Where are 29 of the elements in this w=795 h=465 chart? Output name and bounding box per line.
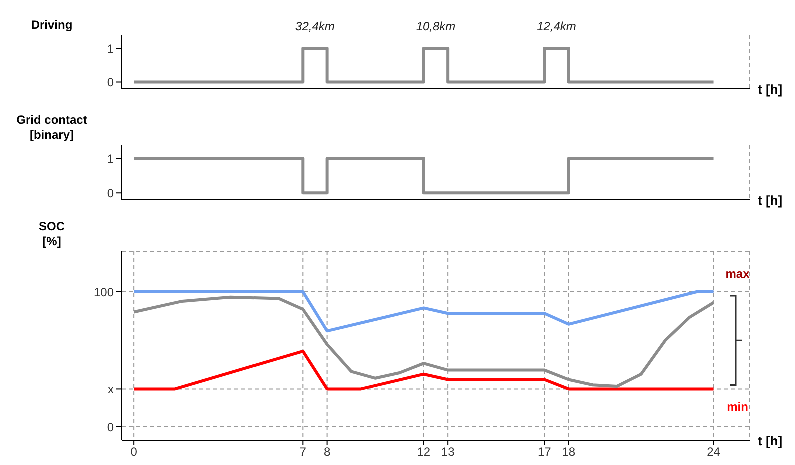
annotation: 32,4km: [296, 20, 335, 34]
x-tick-label: 8: [324, 445, 331, 460]
y-tick-label: 1: [107, 152, 114, 166]
y-axis-title: Driving: [31, 18, 73, 32]
line-series: [132, 290, 716, 333]
y-tick-label: 0: [107, 420, 114, 434]
x-axis-title: t [h]: [758, 434, 783, 448]
line-series: [132, 350, 716, 391]
x-tick-label: 13: [441, 445, 456, 460]
y-tick-label: 0: [107, 186, 114, 200]
x-tick-label: 18: [562, 445, 576, 460]
x-tick-label: 24: [707, 445, 721, 460]
annotation: min: [727, 400, 748, 414]
line-series: [132, 296, 716, 388]
annotation: max: [726, 267, 750, 281]
x-tick-label: 7: [300, 445, 307, 460]
x-axis-title: t [h]: [758, 193, 783, 208]
x-tick-label: 12: [417, 445, 431, 460]
y-tick-label: 0: [107, 76, 114, 90]
annotation: 10,8km: [416, 20, 456, 34]
annotation: 12,4km: [537, 20, 576, 34]
x-tick-label: 0: [130, 445, 138, 460]
y-axis-title: Grid contact [binary]: [16, 113, 88, 142]
y-axis-title: SOC [%]: [38, 220, 66, 248]
y-tick-label: x: [108, 382, 114, 396]
x-axis-title: t [h]: [758, 82, 783, 97]
y-tick-label: 1: [107, 42, 114, 56]
y-tick-label: 100: [94, 285, 114, 300]
x-tick-label: 17: [538, 445, 552, 460]
